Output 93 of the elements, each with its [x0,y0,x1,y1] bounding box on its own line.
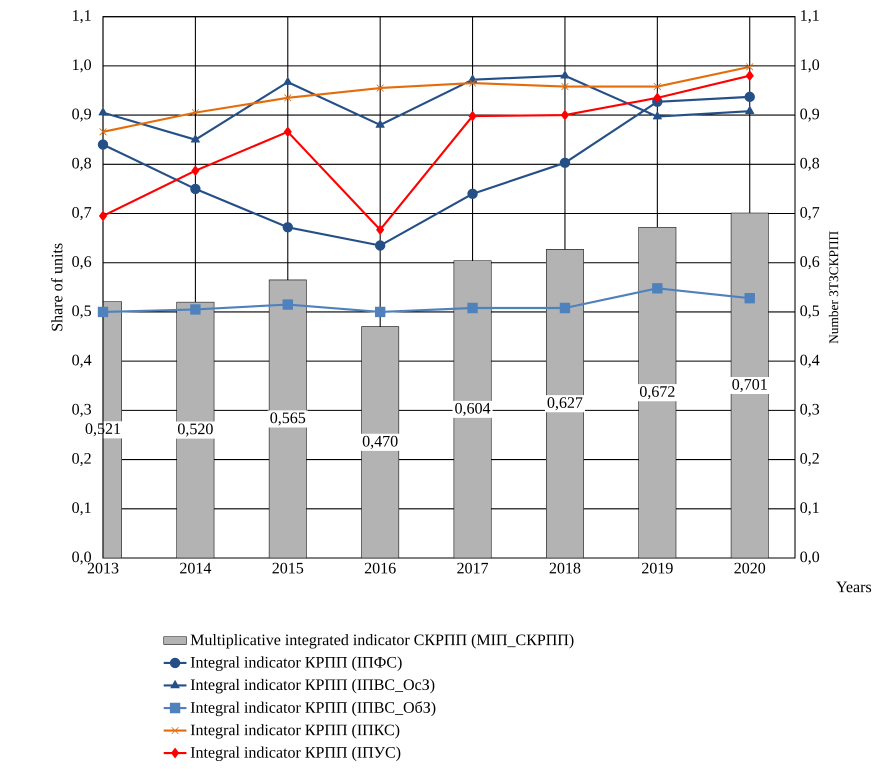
legend-label: Integral indicator КРПП (ІПВС_ОсЗ) [190,678,434,694]
point [190,184,201,194]
x-tick-label: 2019 [642,562,673,574]
y2-tick-label: 0,8 [800,158,820,171]
bar [638,227,676,558]
data-label: 0,470 [362,436,398,449]
point [376,224,384,235]
y2-tick-label: 0,0 [800,551,820,565]
point [374,240,386,251]
data-label: 0,672 [640,386,674,400]
point [191,165,200,176]
bar [546,249,584,558]
point [468,110,477,122]
y2-tick-label: 0,2 [800,453,819,466]
point [468,79,476,87]
point [376,84,384,92]
x-tick-label: 2017 [457,562,488,574]
point [284,94,292,102]
data-label: 0,627 [548,397,582,410]
point [98,306,108,318]
y2-tick-label: 0,5 [800,305,820,318]
y-tick-label: 1,1 [73,10,91,24]
point [282,222,293,232]
point [467,188,478,200]
point [467,302,478,314]
bar [361,326,400,558]
point [284,126,292,138]
legend-label: Integral indicator КРПП (ІПУС) [190,746,400,762]
point [746,70,754,81]
point [654,82,662,90]
y-tick-label: 0,8 [72,158,92,171]
x-tick-label: 2013 [88,562,118,574]
y-tick-label: 0,3 [72,404,92,417]
y-tick-label: 0,7 [72,206,92,220]
y-tick-label: 0,6 [72,256,92,270]
y-tick-label: 0,4 [72,354,92,368]
x-tick-label: 2020 [734,562,766,574]
point [745,106,754,114]
point [560,302,570,314]
y-tick-label: 1,0 [73,59,92,72]
y2-tick-label: 0,9 [800,108,820,122]
point [374,306,386,318]
y-tick-label: 0,9 [72,108,91,122]
y2-tick-label: 0,4 [800,354,820,368]
bar [176,302,214,558]
point [560,158,570,168]
point [561,82,569,90]
point [282,299,293,310]
y2-tick-label: 1,0 [801,59,820,72]
legend-label: Integral indicator КРПП (ІПКС) [190,724,400,739]
point [744,292,755,304]
point [744,92,755,102]
data-label: 0,604 [455,402,490,416]
bar [268,280,307,558]
point [560,70,570,79]
point [98,107,108,116]
x-tick-label: 2015 [272,562,304,574]
point [652,111,662,120]
point [283,76,292,85]
point [192,108,200,116]
y-axis-title: Share of units [51,243,62,331]
legend-label: Integral indicator КРПП (ІПФС) [190,656,402,671]
y-tick-label: 0,2 [72,453,91,466]
legend-label: Integral indicator КРПП (ІПВС_ОбЗ) [190,701,436,716]
y-tick-label: 0,1 [72,502,91,516]
y2-axis-title: Number ЗТЗСКРПП [828,231,838,344]
point [653,92,662,104]
point [190,304,201,315]
x-tick-label: 2018 [550,562,580,574]
legend-label: Multiplicative integrated indicator СКРПП (МІП_СКРПП) [190,634,574,649]
x-tick-label: 2016 [364,562,396,574]
x-axis-title: Years [836,582,872,592]
point [99,210,107,222]
data-label: 0,701 [732,378,767,392]
y2-tick-label: 0,1 [800,502,819,516]
bar [730,212,769,558]
y-tick-label: 0,0 [72,551,92,565]
point [98,139,108,150]
point [746,63,754,71]
point [99,128,107,136]
y2-tick-label: 0,7 [800,206,820,220]
data-label: 0,565 [270,412,306,426]
y2-tick-label: 0,6 [800,256,820,270]
y-tick-label: 0,5 [72,305,92,318]
y2-tick-label: 1,1 [801,10,819,24]
y2-tick-label: 0,3 [800,404,820,417]
point [376,120,385,128]
point [652,283,663,294]
point [190,134,200,142]
bar [454,260,492,558]
data-label: 0,520 [178,423,213,437]
point [560,110,569,120]
x-tick-label: 2014 [180,562,212,574]
